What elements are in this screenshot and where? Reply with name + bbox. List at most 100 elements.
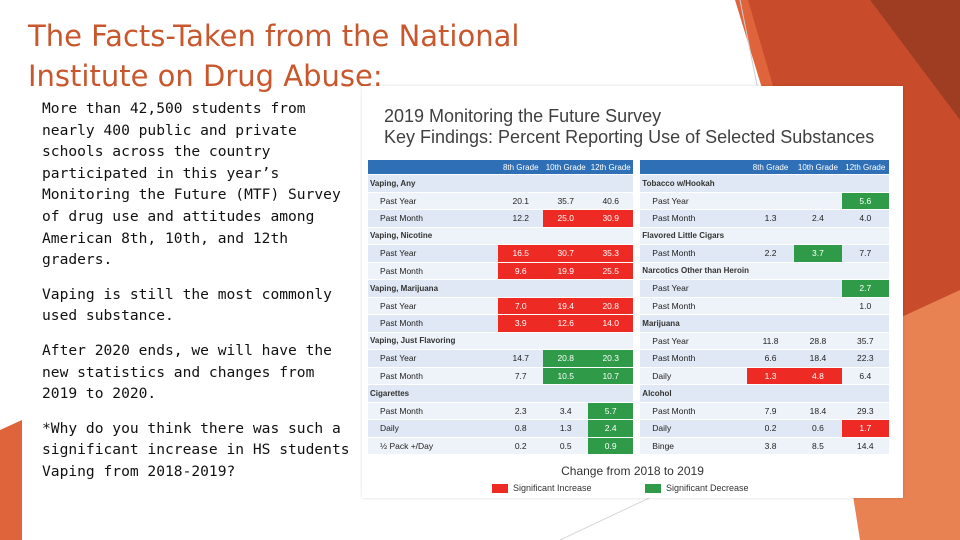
value-cell: 6.4 (841, 367, 889, 385)
value-cell: 20.8 (588, 297, 634, 315)
table-row: Past Month 3.9 12.6 14.0 Marijuana (368, 314, 889, 333)
body-line: 2019 to 2020. (42, 385, 157, 403)
value-cell: 25.0 (543, 209, 589, 228)
legend-swatch-decrease (645, 483, 661, 493)
value-cell: 3.7 (794, 244, 842, 263)
section-label: Vaping, Just Flavoring (368, 332, 634, 350)
table-row: ½ Pack +/Day 0.2 0.5 0.9 Binge 3.8 8.5 14.4 (368, 437, 889, 455)
body-line: nearly 400 public and private (42, 121, 297, 139)
body-line: Vaping is still the most commonly (42, 285, 332, 303)
column-gap (633, 419, 641, 438)
body-line: Vaping from 2018-2019? (42, 462, 236, 480)
header-blank (368, 160, 499, 175)
value-cell: 40.6 (588, 192, 634, 210)
value-cell: 1.7 (841, 419, 889, 438)
value-cell: 0.8 (498, 419, 544, 438)
column-gap (633, 227, 641, 245)
table-row: Daily 0.8 1.3 2.4 Daily 0.2 0.6 1.7 (368, 419, 889, 438)
value-cell: 2.4 (588, 419, 634, 438)
row-label: Past Year (368, 244, 499, 263)
table-row: Cigarettes Alcohol (368, 384, 889, 403)
value-cell (746, 192, 795, 210)
slide-body-text: More than 42,500 students from nearly 400… (42, 98, 350, 496)
value-cell: 3.9 (498, 314, 544, 333)
row-label: Past Month (640, 209, 747, 228)
value-cell: 35.3 (588, 244, 634, 263)
table-row: Past Month 2.3 3.4 5.7 Past Month 7.9 18.4 29.3 (368, 402, 889, 420)
value-cell: 1.0 (841, 297, 889, 315)
column-gap (633, 437, 641, 455)
section-label: Vaping, Any (368, 174, 634, 193)
legend-label-increase: Significant Increase (513, 483, 592, 493)
body-line: *Why do you think there was such a (42, 419, 341, 437)
slide-title-line: The Facts-Taken from the National (28, 19, 520, 53)
value-cell: 0.5 (543, 437, 589, 455)
row-label: Past Month (640, 297, 747, 315)
value-cell: 19.9 (543, 262, 589, 280)
table-row: Past Month 9.6 19.9 25.5 Narcotics Other tha… (368, 262, 889, 280)
value-cell: 19.4 (543, 297, 589, 315)
value-cell: 8.5 (794, 437, 842, 455)
value-cell: 1.3 (543, 419, 589, 438)
value-cell: 0.9 (588, 437, 634, 455)
value-cell: 7.7 (498, 367, 544, 385)
value-cell: 20.1 (498, 192, 544, 210)
column-gap (633, 174, 641, 193)
value-cell: 7.9 (746, 402, 795, 420)
column-gap (633, 297, 641, 315)
value-cell: 12.6 (543, 314, 589, 333)
value-cell: 6.6 (746, 349, 795, 368)
header-cell: 12th Grade (588, 160, 634, 175)
row-label: Past Month (640, 402, 747, 420)
body-line: More than 42,500 students from (42, 100, 306, 117)
column-gap (633, 349, 641, 368)
value-cell: 0.2 (498, 437, 544, 455)
value-cell: 4.0 (841, 209, 889, 228)
column-gap (633, 209, 641, 228)
value-cell: 25.5 (588, 262, 634, 280)
section-label: Tobacco w/Hookah (640, 174, 889, 193)
row-label: Daily (640, 419, 747, 438)
section-label: Narcotics Other than Heroin (640, 262, 889, 280)
column-gap (633, 332, 641, 350)
legend-swatch-increase (492, 483, 508, 493)
value-cell: 14.4 (841, 437, 889, 455)
value-cell: 16.5 (498, 244, 544, 263)
body-line: Monitoring the Future (MTF) Survey (42, 186, 341, 204)
header-cell: 12th Grade (841, 160, 889, 175)
header-cell: 8th Grade (498, 160, 544, 175)
row-label: ½ Pack +/Day (368, 437, 499, 455)
value-cell: 7.7 (841, 244, 889, 263)
value-cell: 0.2 (746, 419, 795, 438)
table-row: Past Month 12.2 25.0 30.9 Past Month 1.3 2.4 4.… (368, 209, 889, 228)
section-label: Marijuana (640, 314, 889, 333)
value-cell (746, 279, 795, 298)
section-label: Flavored Little Cigars (640, 227, 889, 245)
value-cell: 3.4 (543, 402, 589, 420)
figure-title: 2019 Monitoring the Future Survey Key Fi… (384, 106, 874, 148)
body-paragraph: More than 42,500 students from nearly 400… (42, 98, 342, 271)
row-label: Daily (368, 419, 499, 438)
legend-decrease: Significant Decrease (645, 483, 749, 493)
row-label: Daily (640, 367, 747, 385)
column-gap (633, 279, 641, 298)
value-cell: 9.6 (498, 262, 544, 280)
row-label: Past Year (368, 349, 499, 368)
row-label: Past Month (368, 314, 499, 333)
value-cell (794, 192, 842, 210)
body-paragraph: Vaping is still the most commonly used su… (42, 284, 342, 327)
table-row: Vaping, Nicotine Flavored Little Cigars (368, 227, 889, 245)
value-cell (746, 297, 795, 315)
body-paragraph: *Why do you think there was such a signif… (42, 418, 350, 483)
row-label: Binge (640, 437, 747, 455)
header-cell: 10th Grade (794, 160, 842, 175)
value-cell (794, 279, 842, 298)
value-cell: 7.0 (498, 297, 544, 315)
body-line: graders. (42, 251, 113, 269)
value-cell: 30.7 (543, 244, 589, 263)
section-label: Cigarettes (368, 384, 634, 403)
table-row: Vaping, Any Tobacco w/Hookah (368, 174, 889, 193)
column-gap (633, 262, 641, 280)
value-cell: 0.6 (794, 419, 842, 438)
slide-title: The Facts-Taken from the National Instit… (28, 16, 628, 96)
